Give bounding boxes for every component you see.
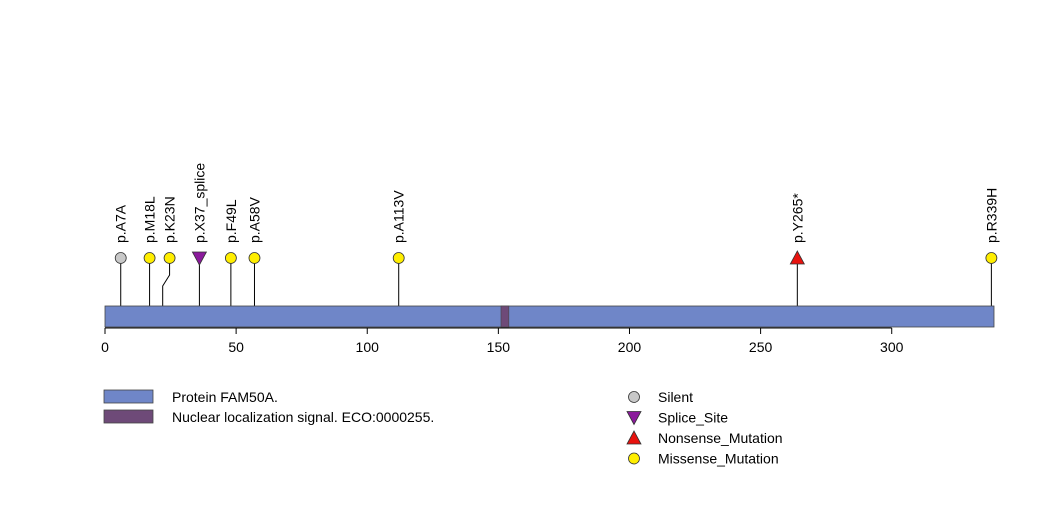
x-tick-label-300: 300 xyxy=(880,339,904,355)
legend-label-splice-site: Splice_Site xyxy=(658,410,728,426)
protein-track xyxy=(104,305,995,328)
mutation-label-p-a58v: p.A58V xyxy=(246,196,262,243)
mutation-marker-p-f49l xyxy=(224,252,237,264)
domain-legend: Protein FAM50A. Nuclear localization sign… xyxy=(103,389,434,425)
mutation-marker-p-r339h xyxy=(985,252,998,264)
mutation-marker-p-m18l xyxy=(143,252,156,264)
mutation-type-legend: Silent Splice_Site Nonsense_Mutation Missen… xyxy=(626,389,783,467)
mutation-marker-p-y265- xyxy=(789,250,805,265)
mutation-label-p-y265-: p.Y265* xyxy=(789,193,805,243)
x-tick-label-250: 250 xyxy=(749,339,773,355)
x-tick-label-150: 150 xyxy=(487,339,511,355)
mutation-marker-p-a7a xyxy=(114,252,127,264)
mutation-markers xyxy=(114,250,998,266)
mutation-stem-p-k23n xyxy=(162,258,171,306)
legend-label-nonsense-mutation: Nonsense_Mutation xyxy=(658,430,783,446)
x-tick-label-100: 100 xyxy=(356,339,380,355)
legend-label-missense-mutation: Missense_Mutation xyxy=(658,451,779,467)
mutation-marker-p-x37-splice xyxy=(191,251,208,266)
mutation-label-p-a7a: p.A7A xyxy=(113,204,129,243)
mutation-label-p-m18l: p.M18L xyxy=(142,196,158,243)
domain-segment-0 xyxy=(500,305,510,328)
mutation-label-p-r339h: p.R339H xyxy=(983,188,999,243)
x-tick-label-50: 50 xyxy=(228,339,244,355)
legend-marker-silent xyxy=(628,391,640,403)
legend-label-silent: Silent xyxy=(658,389,693,405)
mutation-label-p-k23n: p.K23N xyxy=(162,196,178,243)
mutation-label-p-f49l: p.F49L xyxy=(223,199,239,243)
legend-marker-missense-mutation xyxy=(628,452,640,465)
legend-marker-splice-site xyxy=(626,411,642,426)
domain-legend-label-0: Protein FAM50A. xyxy=(172,389,278,405)
mutation-marker-p-a58v xyxy=(248,252,261,264)
x-tick-label-0: 0 xyxy=(101,339,109,355)
domain-legend-swatch-1 xyxy=(103,409,154,424)
mutation-label-p-a113v: p.A113V xyxy=(391,190,407,243)
mutation-stems xyxy=(120,258,992,306)
mutation-marker-p-k23n xyxy=(163,252,176,264)
mutation-marker-p-a113v xyxy=(392,252,405,264)
mutation-labels: p.A7A p.M18L p.K23N p.X37_splice p.F49L p.A58… xyxy=(113,163,1000,243)
domain-legend-label-1: Nuclear localization signal. ECO:0000255… xyxy=(172,409,434,425)
x-tick-label-200: 200 xyxy=(618,339,642,355)
domain-legend-swatch-0 xyxy=(103,389,154,404)
legend-marker-nonsense-mutation xyxy=(626,430,642,445)
mutation-label-p-x37-splice: p.X37_splice xyxy=(191,163,207,243)
protein-bar xyxy=(104,305,995,328)
x-axis: 0 50 100 150 200 250 300 xyxy=(101,327,904,355)
